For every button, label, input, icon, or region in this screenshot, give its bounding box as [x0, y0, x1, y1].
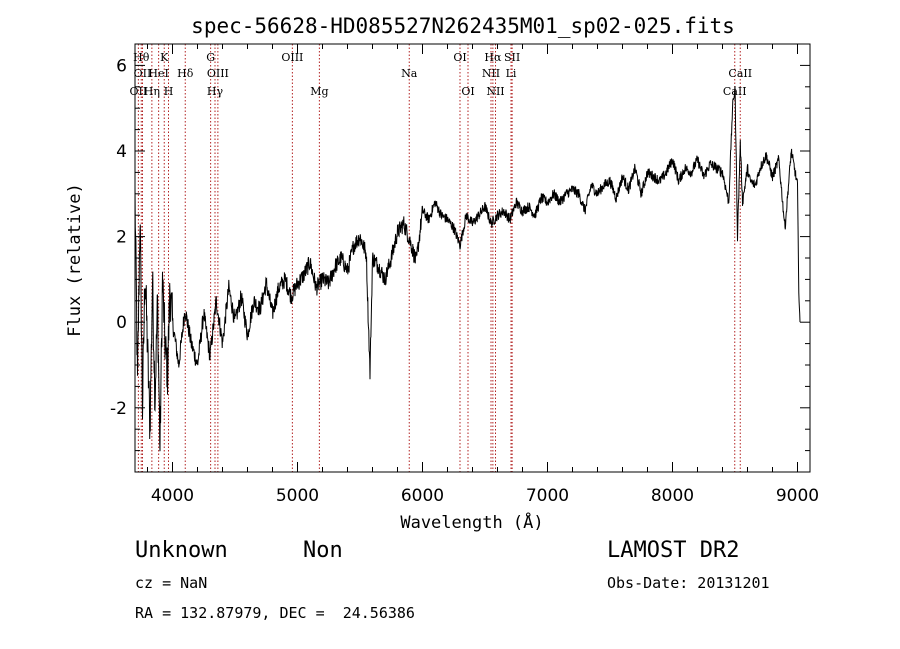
spectral-line-label: OI	[453, 51, 466, 64]
plot-frame	[134, 43, 811, 473]
spectral-line-label: Hα	[484, 51, 502, 64]
spectral-line-label: OIII	[207, 67, 229, 80]
x-tick-label: 8000	[651, 486, 694, 506]
y-tick-label: 0	[116, 313, 127, 333]
y-tick-label: 2	[116, 228, 127, 248]
spectral-line-label: K	[160, 51, 169, 64]
spectral-line-label: H	[164, 85, 174, 98]
object-class: Unknown	[135, 538, 228, 563]
spectrum-series-line	[134, 85, 801, 452]
redshift-value: cz = NaN	[135, 574, 208, 592]
spectral-line-label: Mg	[310, 85, 328, 98]
x-tick-label: 6000	[401, 486, 444, 506]
spectral-line-label: G	[206, 51, 215, 64]
x-tick-label: 5000	[276, 486, 319, 506]
spectral-line-label: Hδ	[177, 67, 194, 80]
spectral-line-label: NII	[482, 67, 500, 80]
y-tick-label: 6	[116, 56, 127, 76]
spectral-line-labels: OIIHθOIIHηHeIKHHδGOIIIHγOIIIMgNaOIOIHαNI…	[130, 51, 753, 98]
spectral-line-label: OIII	[281, 51, 303, 64]
spectral-line-label: OII	[134, 67, 152, 80]
x-axis-ticks: 4000 5000 6000 7000 8000 9000	[147, 44, 819, 506]
spectral-line-label: SII	[504, 51, 520, 64]
x-tick-label: 9000	[776, 486, 819, 506]
y-axis-ticks: -2 0 2 4 6	[110, 56, 810, 452]
spectral-line-label: OII	[130, 85, 148, 98]
x-tick-label: 7000	[526, 486, 569, 506]
spectral-line-label: Hη	[144, 85, 160, 98]
survey-name: LAMOST DR2	[607, 538, 740, 563]
y-tick-label: -2	[110, 399, 127, 419]
spectral-line-label: OI	[461, 85, 474, 98]
x-tick-label: 4000	[151, 486, 194, 506]
y-tick-label: 4	[116, 142, 127, 162]
object-subclass: Non	[303, 538, 343, 563]
coordinates: RA = 132.87979, DEC = 24.56386	[135, 604, 415, 622]
spectral-line-label: Na	[401, 67, 418, 80]
spectral-line-label: Li	[506, 67, 517, 80]
spectral-line-label: Hγ	[207, 85, 224, 98]
chart-title: spec-56628-HD085527N262435M01_sp02-025.f…	[191, 14, 735, 38]
spectral-line-label: HeI	[148, 67, 168, 80]
observation-date: Obs-Date: 20131201	[607, 574, 770, 592]
y-axis-title: Flux (relative)	[65, 183, 85, 337]
spectral-line-label: NII	[486, 85, 504, 98]
spectral-line-label: CaII	[728, 67, 752, 80]
spectral-line-label: Hθ	[133, 51, 150, 64]
x-axis-title: Wavelength (Å)	[400, 511, 543, 533]
spectral-line-markers	[137, 44, 741, 472]
